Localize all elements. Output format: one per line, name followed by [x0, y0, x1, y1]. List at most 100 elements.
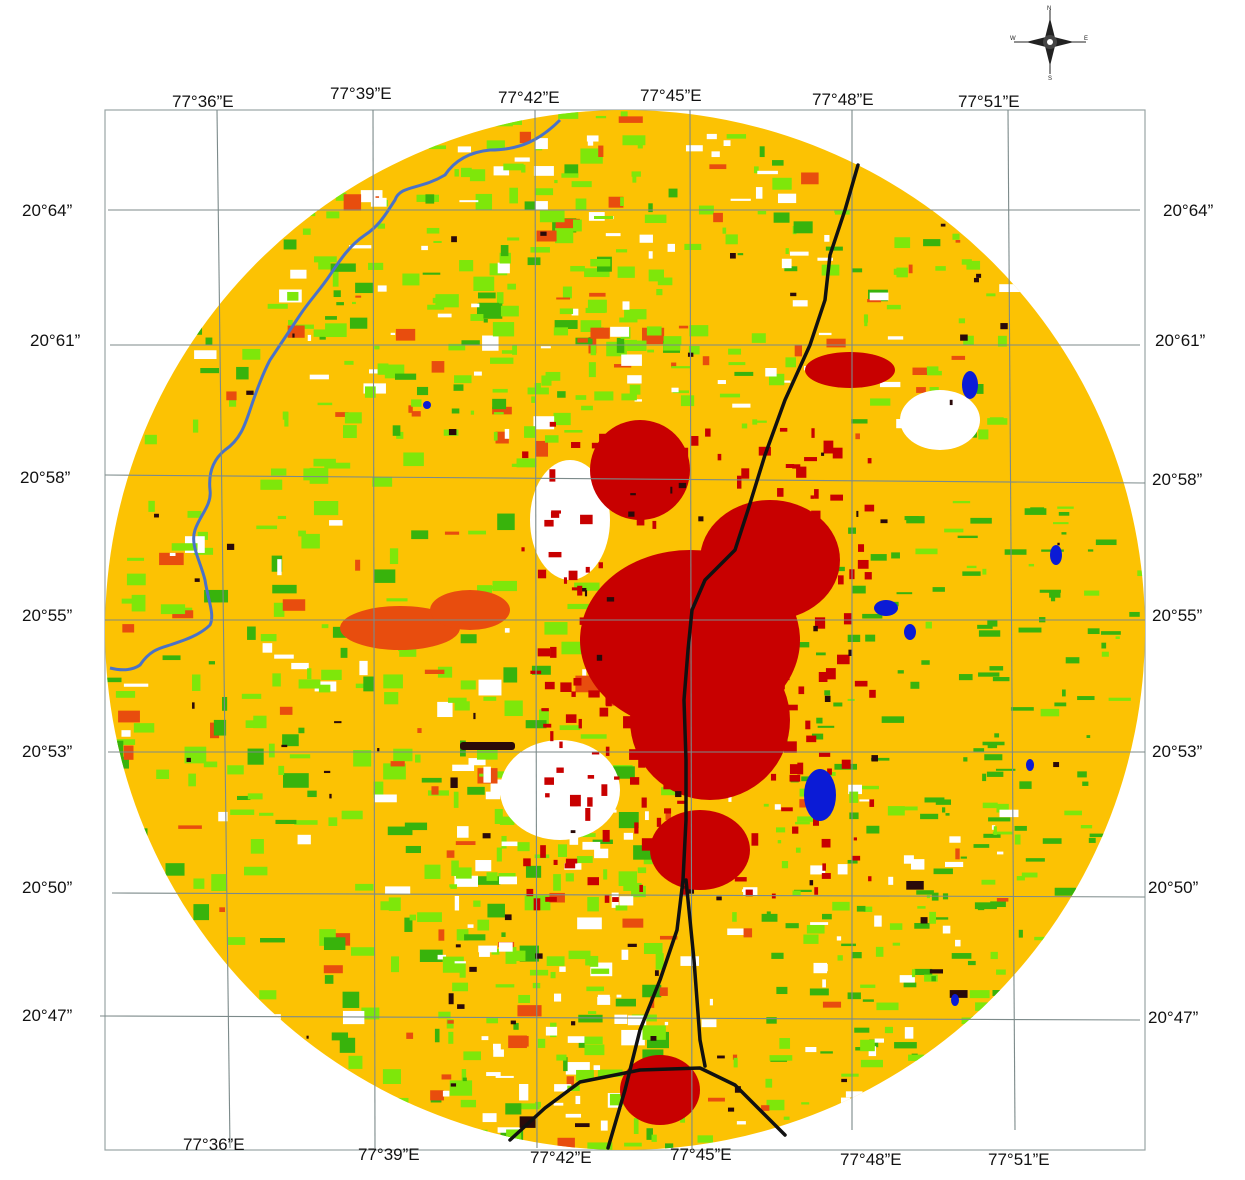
built-up-patch [851, 855, 861, 861]
land-patch [539, 709, 549, 725]
land-patch [809, 988, 829, 996]
land-patch [105, 751, 115, 765]
land-patch [152, 157, 165, 164]
land-patch [574, 582, 600, 591]
land-patch [278, 765, 285, 775]
land-patch [929, 911, 936, 924]
land-patch [1087, 628, 1100, 635]
built-up-patch [591, 442, 599, 449]
land-patch [844, 118, 848, 126]
built-up-patch [741, 468, 750, 479]
land-patch [777, 840, 782, 844]
land-patch [970, 517, 992, 524]
land-patch [826, 338, 846, 348]
land-patch [852, 585, 866, 594]
land-patch [490, 357, 514, 364]
land-patch [321, 669, 342, 680]
land-patch [521, 1035, 529, 1047]
land-patch [1016, 876, 1025, 881]
land-patch [822, 913, 832, 920]
land-patch [996, 969, 1006, 975]
land-patch [737, 253, 744, 256]
land-patch [448, 343, 466, 351]
land-patch [914, 923, 930, 929]
land-patch [561, 173, 579, 178]
land-patch [763, 803, 769, 807]
grid-line [1007, 109, 1016, 1131]
land-patch [723, 140, 731, 147]
land-patch [461, 1069, 467, 1085]
rocky-patch [821, 452, 825, 456]
land-patch [246, 1026, 270, 1040]
land-patch [582, 669, 587, 678]
land-patch [262, 643, 273, 653]
land-patch [644, 214, 667, 224]
right-lat-label: 20°55” [1152, 606, 1203, 625]
land-patch [655, 953, 664, 970]
built-up-patch [867, 458, 872, 464]
land-patch [452, 982, 469, 992]
land-patch [822, 1001, 842, 1008]
land-patch [197, 531, 208, 540]
land-patch [411, 411, 421, 417]
built-up-patch [629, 777, 640, 785]
land-patch [559, 966, 566, 972]
land-patch [226, 391, 237, 401]
land-patch [316, 1057, 327, 1072]
built-up-patch [775, 677, 785, 690]
land-patch [314, 256, 337, 263]
land-patch [336, 302, 344, 306]
land-patch [193, 904, 210, 921]
land-patch [1039, 589, 1061, 593]
land-patch [820, 1051, 833, 1054]
land-patch [847, 859, 858, 864]
land-patch [1057, 506, 1074, 509]
land-patch [892, 942, 901, 946]
land-patch [569, 836, 579, 845]
land-patch [908, 1054, 925, 1061]
built-up-patch [857, 559, 869, 569]
land-patch [726, 134, 747, 139]
left-lat-label: 20°47” [22, 1006, 73, 1025]
land-patch [486, 872, 498, 881]
built-up-patch [869, 689, 876, 698]
land-patch [372, 476, 393, 487]
land-patch [727, 1107, 735, 1112]
built-up-patch [672, 683, 686, 696]
land-patch [294, 820, 318, 825]
bottom-lon-label: 77°48”E [840, 1150, 902, 1169]
land-patch [349, 317, 368, 329]
land-patch [218, 811, 228, 822]
built-up-patch [736, 475, 742, 489]
land-patch [553, 327, 569, 336]
land-patch [817, 725, 835, 728]
land-patch [121, 195, 128, 199]
land-patch [425, 194, 435, 204]
built-up-patch [715, 740, 719, 749]
land-patch [642, 1025, 666, 1040]
land-patch [430, 1090, 444, 1101]
land-patch [991, 825, 996, 830]
land-patch [1058, 511, 1070, 516]
land-patch [203, 761, 218, 768]
built-up-patch [612, 897, 619, 902]
land-patch [837, 864, 848, 875]
land-patch [247, 748, 264, 765]
land-patch [921, 124, 936, 131]
land-patch [514, 950, 526, 962]
land-patch [781, 861, 789, 869]
land-patch [772, 177, 792, 190]
land-patch [530, 247, 550, 253]
land-patch [998, 1064, 1014, 1068]
land-patch [333, 290, 341, 298]
land-patch [989, 417, 1004, 424]
land-patch [448, 993, 454, 1005]
land-patch [264, 1131, 273, 1139]
land-patch [478, 945, 497, 953]
land-patch [506, 1129, 522, 1139]
land-patch [105, 740, 124, 757]
land-patch [438, 929, 445, 941]
rocky-patch [678, 482, 687, 489]
land-patch [377, 363, 389, 375]
land-patch [200, 191, 211, 204]
